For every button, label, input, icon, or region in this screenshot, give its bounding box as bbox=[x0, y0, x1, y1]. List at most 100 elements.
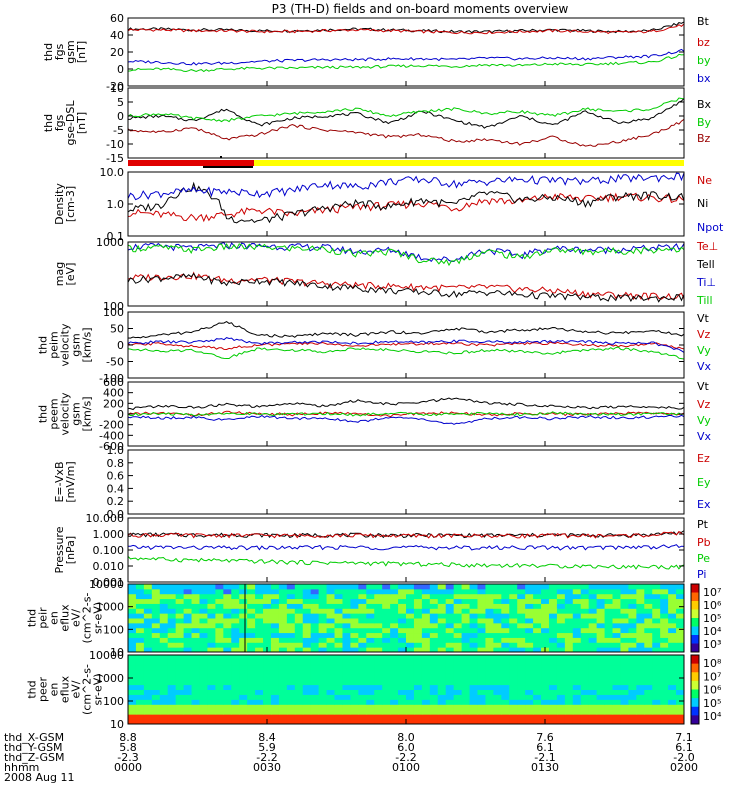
spectrogram-cell bbox=[406, 627, 415, 634]
spectrogram-cell bbox=[652, 588, 661, 595]
spectrogram-cell bbox=[509, 714, 518, 720]
spectrogram-cell bbox=[135, 664, 145, 671]
spectrogram-cell bbox=[255, 719, 264, 725]
spectrogram-cell bbox=[128, 714, 137, 720]
panel-peim_velocity: 100500-50-100thdpeimvelocitygsm[km/s]VtV… bbox=[37, 306, 712, 385]
spectrogram-cell bbox=[191, 642, 200, 648]
spectrogram-cell bbox=[135, 647, 145, 653]
spectrogram-cell bbox=[286, 584, 296, 590]
spectrogram-cell bbox=[398, 642, 407, 648]
spectrogram-cell bbox=[636, 637, 645, 643]
spectrogram-cell bbox=[199, 632, 208, 638]
spectrogram-cell bbox=[215, 584, 224, 590]
spectrogram-cell bbox=[175, 584, 185, 590]
spectrogram-cell bbox=[215, 719, 224, 725]
spectrogram-cell bbox=[429, 714, 439, 720]
colorbar-label: 10⁴ bbox=[703, 710, 722, 723]
spectrogram-cell bbox=[406, 655, 415, 661]
spectrogram-cell bbox=[453, 627, 463, 634]
spectrogram-cell bbox=[151, 642, 161, 648]
y-tick-label: 0.0 bbox=[107, 508, 125, 521]
spectrogram-cell bbox=[231, 689, 240, 695]
spectrogram-cell bbox=[525, 642, 534, 648]
spectrogram-cell bbox=[175, 719, 185, 725]
spectrogram-cell bbox=[207, 593, 216, 600]
spectrogram-cell bbox=[596, 659, 606, 666]
spectrogram-cell bbox=[286, 622, 296, 629]
spectrogram-cell bbox=[572, 655, 582, 661]
y-axis-label-line: gsm bbox=[70, 402, 83, 425]
spectrogram-cell bbox=[676, 714, 685, 720]
spectrogram-cell bbox=[517, 699, 526, 705]
spectrogram-cell bbox=[263, 684, 272, 690]
spectrogram-cell bbox=[263, 632, 272, 638]
spectrogram-cell bbox=[159, 588, 169, 595]
spectrogram-cell bbox=[382, 694, 391, 700]
spectrogram-cell bbox=[564, 588, 574, 595]
spectrogram-cell bbox=[143, 719, 153, 725]
spectrogram-cell bbox=[382, 689, 391, 695]
spectrogram-cell bbox=[469, 584, 478, 590]
spectrogram-cell bbox=[437, 699, 447, 705]
spectrogram-cell bbox=[437, 627, 447, 634]
spectrogram-cell bbox=[358, 684, 367, 690]
spectrogram-cell bbox=[358, 637, 367, 643]
spectrogram-cell bbox=[541, 618, 550, 624]
spectrogram-cell bbox=[270, 598, 280, 604]
spectrogram-cell bbox=[358, 694, 367, 700]
spectrogram-cell bbox=[517, 647, 526, 653]
spectrogram-cell bbox=[151, 684, 161, 690]
spectrogram-cell bbox=[572, 669, 582, 676]
spectrogram-cell bbox=[676, 719, 685, 725]
spectrogram-cell bbox=[612, 669, 621, 676]
spectrogram-cell bbox=[453, 659, 463, 666]
spectrogram-cell bbox=[660, 618, 669, 624]
spectrogram-cell bbox=[548, 714, 558, 720]
spectrogram-cell bbox=[207, 659, 216, 666]
spectrogram-cell bbox=[255, 669, 264, 676]
spectrogram-cell bbox=[247, 637, 256, 643]
spectrogram-cell bbox=[358, 642, 367, 648]
spectrogram-cell bbox=[247, 719, 256, 725]
spectrogram-cell bbox=[620, 689, 629, 695]
colorbar-label: 10⁷ bbox=[703, 670, 721, 683]
spectrogram-cell bbox=[128, 622, 137, 629]
spectrogram-cell bbox=[159, 622, 169, 629]
spectrogram-cell bbox=[143, 598, 153, 604]
spectrogram-cell bbox=[207, 622, 216, 629]
spectrogram-cell bbox=[135, 627, 145, 634]
spectrogram-cell bbox=[628, 618, 637, 624]
spectrogram-cell bbox=[270, 642, 280, 648]
spectrogram-cell bbox=[342, 679, 351, 686]
spectrogram-cell bbox=[668, 584, 677, 590]
spectrogram-cell bbox=[660, 603, 669, 609]
spectrogram-cell bbox=[310, 642, 320, 648]
spectrogram-cell bbox=[390, 618, 399, 624]
spectrogram-cell bbox=[191, 664, 200, 671]
spectrogram-cell bbox=[533, 603, 542, 609]
spectrogram-cell bbox=[668, 699, 677, 705]
spectrogram-cell bbox=[350, 655, 359, 661]
spectrogram-cell bbox=[374, 632, 383, 638]
spectrogram-cell bbox=[580, 584, 590, 590]
spectrogram-cell bbox=[247, 694, 256, 700]
spectrogram-cell bbox=[572, 627, 582, 634]
spectrogram-cell bbox=[556, 719, 566, 725]
spectrogram-cell bbox=[541, 613, 550, 619]
spectrogram-cell bbox=[159, 684, 169, 690]
spectrogram-cell bbox=[167, 689, 177, 695]
spectrogram-cell bbox=[485, 637, 494, 643]
spectrogram-cell bbox=[596, 632, 606, 638]
spectrogram-cell bbox=[310, 679, 320, 686]
footer-value: 6.0 bbox=[397, 741, 415, 754]
spectrogram-cell bbox=[175, 694, 185, 700]
spectrogram-cell bbox=[239, 709, 248, 715]
spectrogram-cell bbox=[469, 714, 478, 720]
spectrogram-cell bbox=[541, 709, 550, 715]
spectrogram-cell bbox=[167, 613, 177, 619]
spectrogram-cell bbox=[548, 637, 558, 643]
spectrogram-cell bbox=[390, 584, 399, 590]
spectrogram-cell bbox=[413, 627, 423, 634]
spectrogram-cell bbox=[429, 622, 439, 629]
